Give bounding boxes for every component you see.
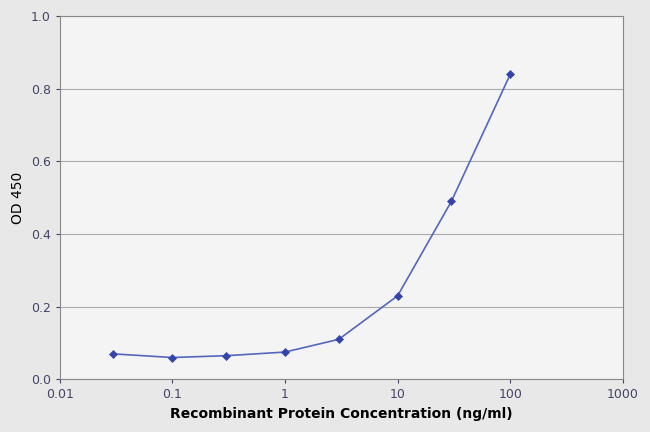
Y-axis label: OD 450: OD 450 — [11, 172, 25, 224]
X-axis label: Recombinant Protein Concentration (ng/ml): Recombinant Protein Concentration (ng/ml… — [170, 407, 513, 421]
